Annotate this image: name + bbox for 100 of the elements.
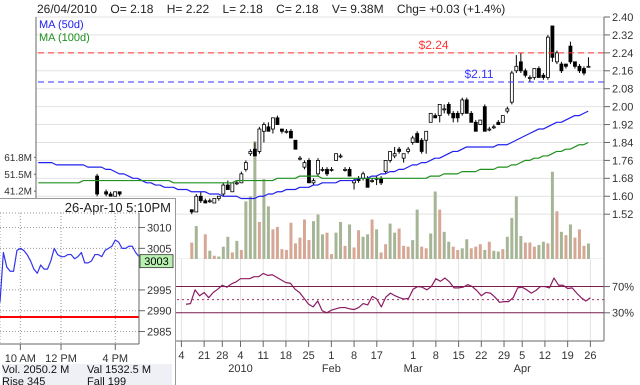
bar (226, 236, 230, 259)
chart-title: 26-Apr-10 5:10PM (64, 200, 171, 215)
x-tick-label: 10 AM (4, 353, 36, 365)
y-tick-label: 2.24 (612, 48, 634, 60)
y-tick-label: 70% (612, 281, 634, 294)
x-tick-label: 15 (452, 350, 465, 362)
bar (532, 246, 536, 259)
x-tick-label: 8 (351, 350, 358, 362)
bar (348, 224, 352, 259)
candlestick (194, 194, 198, 212)
x-tick-label: 25 (302, 350, 315, 362)
candlestick (221, 182, 226, 197)
bar (560, 232, 563, 259)
y-tick-label: 2.00 (612, 102, 634, 114)
x-tick-label: 21 (198, 350, 210, 362)
bar (420, 246, 424, 259)
candlestick (244, 160, 248, 172)
bar (344, 246, 347, 259)
bar (488, 242, 491, 259)
bar (240, 250, 243, 259)
bar (586, 244, 590, 259)
x-tick-label: 1 Feb (322, 350, 341, 375)
bar (253, 141, 256, 259)
x-tick-label: 17 (370, 350, 383, 362)
bar (496, 252, 500, 259)
ref-line-label: $2.11 (464, 66, 494, 81)
text: Vol. 2050.2 M (2, 364, 70, 376)
bar (478, 244, 482, 259)
y-tick-label: 1.60 (612, 191, 634, 204)
data-label: 3003 (144, 256, 169, 268)
y-tick-label: 3005 (147, 243, 172, 256)
bar (555, 211, 558, 259)
candlestick (446, 102, 451, 116)
x-tick-label: 11 (257, 350, 269, 362)
y-tick-label: 3010 (147, 222, 172, 234)
bar (546, 243, 550, 259)
candlestick (460, 97, 464, 116)
text: MA (50d) (39, 19, 85, 32)
bar (204, 234, 207, 259)
bar (212, 256, 216, 259)
bar (375, 229, 378, 259)
bar (460, 248, 464, 259)
y-tick-label: 2985 (147, 326, 172, 338)
x-tick-label: 28 (216, 350, 228, 362)
y-tick-label: 2.16 (612, 66, 634, 78)
bar (442, 232, 446, 259)
line-series (185, 272, 591, 314)
y-tick-label: 1.52 (612, 209, 634, 222)
x-tick-label: 26 (584, 350, 596, 362)
bar (483, 250, 486, 259)
x-tick-label: 1 Mar (404, 350, 423, 375)
x-tick-label: 22 (475, 350, 488, 362)
bar (388, 224, 392, 259)
y-tick-label: 2.08 (612, 84, 634, 96)
y2-tick-label: 41.2M (4, 186, 32, 198)
candlestick (424, 130, 428, 154)
bar (438, 210, 442, 259)
line-series (38, 110, 589, 200)
bar (190, 242, 194, 259)
x-tick-label: 12 (538, 350, 552, 362)
text: Val 1532.5 M (87, 364, 152, 376)
x-tick-label: 4 PM (102, 353, 128, 365)
bar (230, 252, 234, 259)
bar (208, 250, 212, 259)
bar (564, 235, 568, 259)
candlestick (514, 54, 518, 74)
bar (568, 224, 572, 259)
chart-title: 26/04/2010 O= 2.18 H= 2.22 L= 2.18 C= 2.18 V= 9.38M Chg= +0.03 (+1.4%) (37, 2, 506, 16)
candlestick (95, 173, 100, 197)
bar (326, 232, 329, 259)
x-tick-label: 18 (280, 350, 292, 362)
bar (398, 228, 401, 259)
x-tick-label: 5 Apr (514, 350, 532, 375)
x-tick-label: 29 (498, 350, 510, 362)
bar (465, 239, 468, 259)
bar (452, 246, 455, 259)
x-tick-label: 4 (178, 350, 184, 362)
bar (542, 242, 545, 259)
y-tick-label: 2.40 (612, 12, 634, 24)
y-tick-label: 1.92 (612, 119, 634, 132)
y-tick-label: 2995 (147, 284, 172, 297)
bar (370, 219, 374, 259)
text: MA (100d) (39, 32, 90, 45)
x-tick-label: 19 (562, 350, 574, 362)
ref-line-label: $2.24 (418, 38, 449, 52)
bar (235, 240, 238, 259)
x-tick-label: 8 (432, 350, 439, 362)
y2-tick-label: 51.5M (4, 170, 32, 181)
x-tick-label: 4 2010 (228, 350, 253, 375)
y2-tick-label: 61.8M (4, 152, 32, 164)
bar (362, 236, 365, 259)
y-tick-label: 1.68 (612, 173, 634, 186)
y-tick-label: 1.84 (612, 137, 634, 150)
y-tick-label: 2.32 (612, 30, 634, 42)
text: Rise 345 (2, 376, 46, 385)
candlestick (438, 104, 442, 123)
y-tick-label: 30% (612, 308, 634, 320)
bar (258, 222, 261, 259)
y-tick-label: 1.76 (612, 155, 634, 168)
bar (501, 249, 504, 259)
